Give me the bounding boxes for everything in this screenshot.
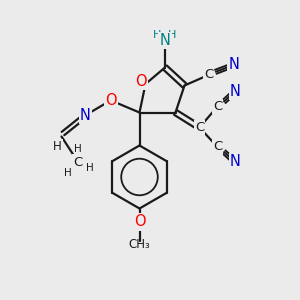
Text: H: H [64,167,71,178]
Text: H: H [86,163,94,173]
Text: C: C [74,155,82,169]
Text: H: H [153,29,162,40]
Text: H: H [74,143,82,154]
Text: C: C [195,121,204,134]
Text: N: N [230,154,241,169]
Text: O: O [105,93,117,108]
Text: C: C [213,100,222,113]
Text: C: C [204,68,213,82]
Text: N: N [229,57,239,72]
Text: N: N [160,33,170,48]
Text: O: O [135,74,147,88]
Text: N: N [80,108,91,123]
Text: H: H [52,140,62,154]
Text: H: H [168,29,177,40]
Text: O: O [134,214,145,230]
Text: N: N [230,84,241,99]
Text: C: C [213,140,222,154]
Text: CH₃: CH₃ [129,238,150,251]
